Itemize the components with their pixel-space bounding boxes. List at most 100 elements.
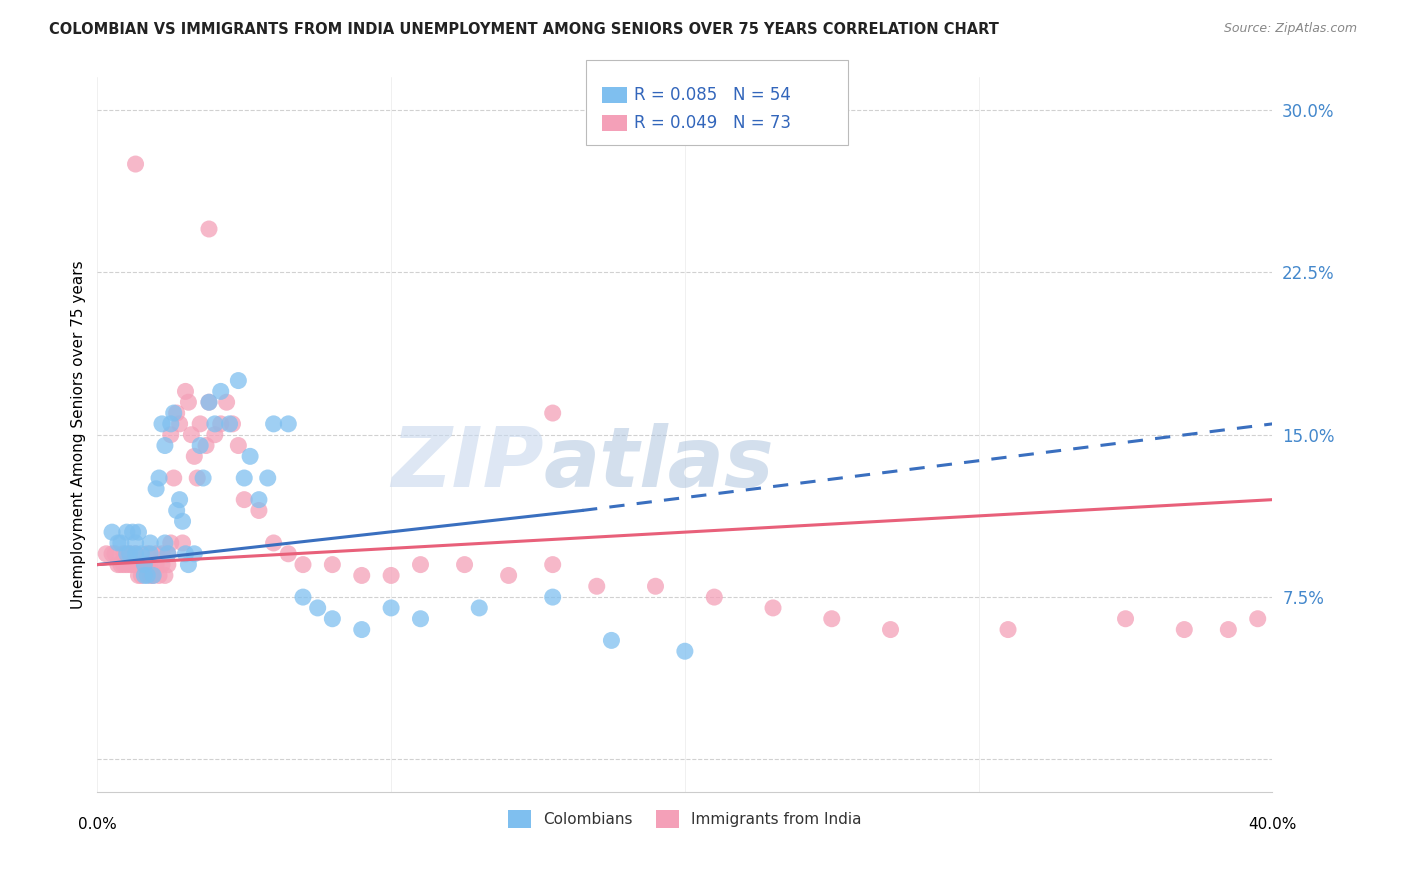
Point (703, 590, 725, 604)
Point (101, 525, 124, 540)
Point (153, 536, 176, 550)
Point (183, 450, 205, 464)
Point (166, 406, 188, 420)
Point (541, 558, 564, 572)
Text: 40.0%: 40.0% (1249, 817, 1296, 832)
Point (498, 568, 520, 582)
Point (879, 623, 901, 637)
Point (177, 558, 200, 572)
Point (139, 568, 162, 582)
Point (453, 558, 475, 572)
Point (127, 568, 149, 582)
Point (180, 427, 202, 442)
Point (127, 558, 149, 572)
Point (124, 157, 146, 171)
Point (191, 471, 214, 485)
Point (159, 427, 181, 442)
Point (209, 384, 232, 399)
Text: R = 0.049   N = 73: R = 0.049 N = 73 (634, 113, 792, 132)
Point (124, 536, 146, 550)
Point (380, 568, 402, 582)
Point (145, 482, 167, 496)
Point (139, 536, 162, 550)
Point (186, 471, 208, 485)
Point (121, 525, 143, 540)
Point (131, 558, 153, 572)
Point (228, 374, 250, 388)
Point (215, 395, 238, 409)
Point (177, 395, 200, 409)
Point (136, 568, 159, 582)
Point (228, 438, 250, 452)
Point (136, 547, 159, 561)
Point (124, 547, 146, 561)
Point (1247, 612, 1270, 626)
Point (112, 547, 135, 561)
Text: 0.0%: 0.0% (77, 817, 117, 832)
Point (183, 547, 205, 561)
Point (247, 492, 270, 507)
Point (112, 558, 135, 572)
Point (124, 547, 146, 561)
Point (169, 492, 191, 507)
Point (150, 558, 173, 572)
Point (159, 536, 181, 550)
Text: Source: ZipAtlas.com: Source: ZipAtlas.com (1223, 22, 1357, 36)
Point (277, 417, 299, 431)
Point (139, 547, 162, 561)
Point (163, 471, 186, 485)
Point (541, 406, 564, 420)
Point (118, 558, 141, 572)
Point (115, 558, 138, 572)
Point (256, 471, 278, 485)
Point (115, 525, 138, 540)
Point (150, 547, 173, 561)
Point (263, 536, 285, 550)
Point (107, 536, 129, 550)
Point (127, 525, 149, 540)
Point (148, 568, 170, 582)
Point (821, 612, 844, 626)
Point (159, 417, 181, 431)
Point (156, 547, 179, 561)
Point (585, 579, 607, 593)
Point (118, 547, 141, 561)
Text: atlas: atlas (544, 423, 775, 504)
Point (136, 558, 159, 572)
Y-axis label: Unemployment Among Seniors over 75 years: Unemployment Among Seniors over 75 years (72, 260, 86, 609)
Point (124, 558, 146, 572)
Point (409, 558, 432, 572)
Point (163, 406, 186, 420)
Point (1115, 612, 1137, 626)
Point (218, 417, 240, 431)
Point (321, 612, 343, 626)
Point (644, 579, 666, 593)
Point (131, 568, 153, 582)
Point (239, 450, 262, 464)
Point (188, 438, 211, 452)
Point (115, 547, 138, 561)
Point (673, 644, 696, 658)
Point (156, 558, 179, 572)
Point (110, 558, 132, 572)
Point (172, 536, 194, 550)
Point (204, 427, 226, 442)
Text: COLOMBIAN VS IMMIGRANTS FROM INDIA UNEMPLOYMENT AMONG SENIORS OVER 75 YEARS CORR: COLOMBIAN VS IMMIGRANTS FROM INDIA UNEMP… (49, 22, 1000, 37)
Point (541, 590, 564, 604)
Point (121, 558, 143, 572)
Point (209, 417, 232, 431)
Point (150, 417, 173, 431)
Point (233, 471, 256, 485)
Point (166, 503, 188, 517)
Point (134, 558, 156, 572)
Point (380, 601, 402, 615)
Point (188, 417, 211, 431)
Point (145, 547, 167, 561)
Point (148, 471, 170, 485)
Text: ZIP: ZIP (391, 423, 544, 504)
Text: R = 0.085   N = 54: R = 0.085 N = 54 (634, 86, 792, 103)
Point (153, 438, 176, 452)
Point (221, 417, 243, 431)
Point (172, 514, 194, 528)
Point (1173, 623, 1195, 637)
